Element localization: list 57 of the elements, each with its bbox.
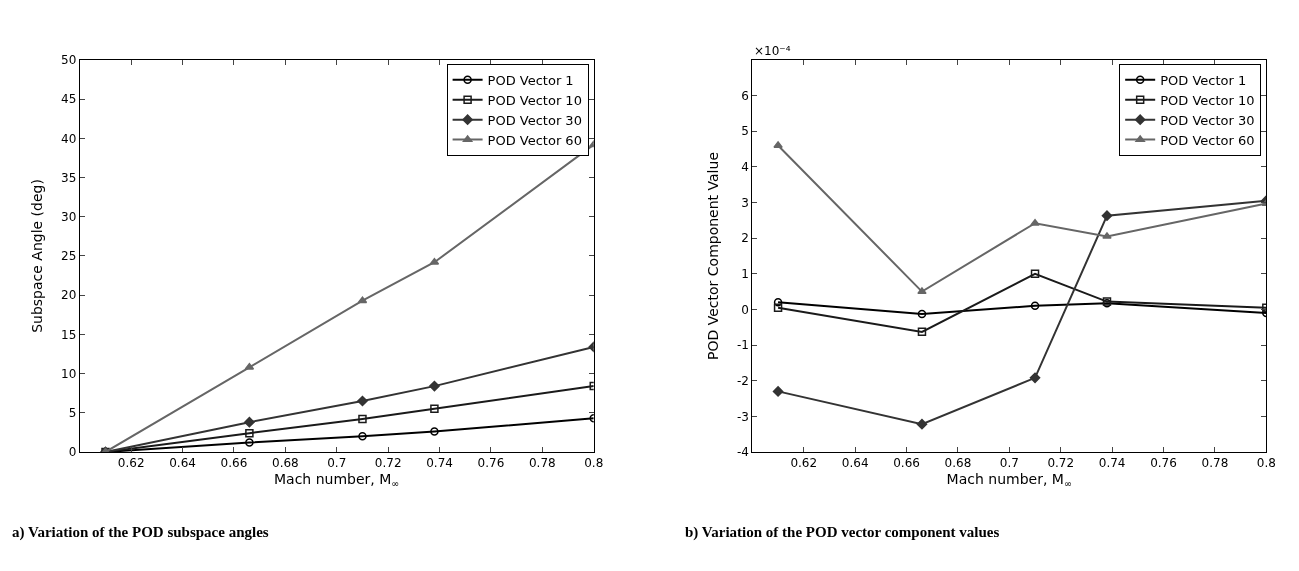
y-tick-label: 1 xyxy=(741,266,749,281)
x-tick-label: 0.76 xyxy=(477,456,505,471)
legend-label: POD Vector 10 xyxy=(487,92,582,108)
x-tick-label: 0.78 xyxy=(528,456,556,471)
text: a) Variation of the POD subspace angles xyxy=(12,524,269,541)
x-tick-label: 0.74 xyxy=(1098,456,1126,471)
y-tick-label: -2 xyxy=(737,373,749,388)
x-tick-label: 0.68 xyxy=(944,456,972,471)
y-tick-label: 35 xyxy=(61,170,77,185)
x-tick-label: 0.62 xyxy=(117,456,145,471)
x-tick-label: 0.64 xyxy=(841,456,869,471)
legend-label: POD Vector 1 xyxy=(487,72,574,88)
legend-label: POD Vector 30 xyxy=(487,112,582,128)
y-tick-label: 3 xyxy=(741,195,749,210)
text: ×10⁻⁴ xyxy=(754,44,791,58)
x-tick-label: 0.74 xyxy=(426,456,453,471)
y-tick-label: 45 xyxy=(61,92,77,107)
x-axis-title: Mach number, M$_{∞}$ xyxy=(274,470,400,489)
x-tick-label: 0.72 xyxy=(374,456,402,471)
y-tick-label: -3 xyxy=(737,409,749,424)
y-axis-title: Subspace Angle (deg) xyxy=(28,179,45,333)
x-tick-label: 0.78 xyxy=(1201,456,1229,471)
x-tick-label: 0.68 xyxy=(272,456,299,471)
y-tick-label: -1 xyxy=(737,338,749,353)
x-tick-label: 0.7 xyxy=(327,456,347,471)
y-tick-label: -4 xyxy=(737,445,749,460)
x-axis-title: Mach number, M$_{∞}$ xyxy=(946,470,1073,489)
legend-label: POD Vector 60 xyxy=(1160,132,1255,148)
x-tick-label: 0.7 xyxy=(999,456,1019,471)
y-tick-label: 50 xyxy=(61,53,77,68)
y-tick-label: 0 xyxy=(68,445,77,460)
y-tick-label: 15 xyxy=(61,327,77,342)
y-tick-label: 30 xyxy=(61,209,77,224)
x-tick-label: 0.62 xyxy=(790,456,818,471)
y-tick-label: 20 xyxy=(61,288,77,303)
legend-label: POD Vector 30 xyxy=(1160,112,1255,128)
legend-label: POD Vector 10 xyxy=(1160,92,1255,108)
x-tick-label: 0.76 xyxy=(1150,456,1177,471)
y-tick-label: 6 xyxy=(741,88,749,103)
x-tick-label: 0.66 xyxy=(220,456,248,471)
text: b) Variation of the POD vector component values xyxy=(685,524,1000,541)
legend-label: POD Vector 1 xyxy=(1160,72,1247,88)
legend-label: POD Vector 60 xyxy=(487,132,582,148)
y-tick-label: 40 xyxy=(61,131,77,146)
y-tick-label: 4 xyxy=(741,160,749,175)
x-tick-label: 0.64 xyxy=(169,456,196,471)
x-tick-label: 0.8 xyxy=(1256,456,1276,471)
x-tick-label: 0.72 xyxy=(1047,456,1075,471)
y-tick-label: 5 xyxy=(68,405,77,420)
y-tick-label: 5 xyxy=(741,124,749,139)
y-tick-label: 0 xyxy=(741,302,749,317)
y-tick-label: 25 xyxy=(61,249,77,264)
y-tick-label: 10 xyxy=(61,366,77,381)
y-axis-title: POD Vector Component Value xyxy=(704,152,721,360)
x-tick-label: 0.8 xyxy=(584,456,604,471)
x-tick-label: 0.66 xyxy=(893,456,920,471)
y-tick-label: 2 xyxy=(741,231,749,246)
